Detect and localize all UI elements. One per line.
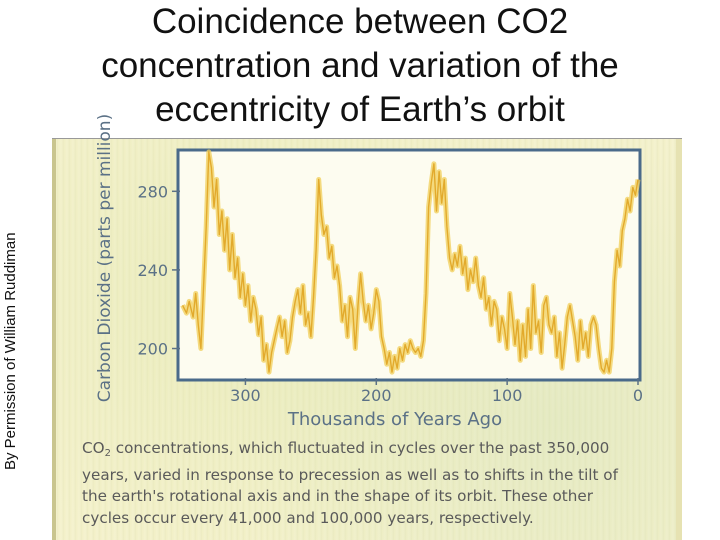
y-tick-label: 240 [137,261,168,280]
title-line-1: Coincidence between CO2 [151,2,569,41]
divider [52,138,682,139]
x-tick-label: 0 [633,386,643,405]
y-tick-label: 280 [137,182,168,201]
figure-caption: CO2 concentrations, which fluctuated in … [82,438,642,529]
caption-subscript: 2 [104,448,111,459]
x-tick-label: 100 [492,386,523,405]
title-line-3: eccentricity of Earth’s orbit [155,90,565,129]
x-axis-label: Thousands of Years Ago [287,409,502,430]
x-axis: 300 200 100 0 [230,378,643,405]
x-tick-label: 300 [230,386,261,405]
caption-co: CO [82,439,105,457]
y-axis-label: Carbon Dioxide (parts per million) [95,114,115,402]
x-tick-label: 200 [361,386,392,405]
slide-title: Coincidence between CO2 concentration an… [0,0,720,132]
series-layer [180,149,641,375]
caption-body: concentrations, which fluctuated in cycl… [82,439,618,527]
y-axis: 280 240 200 [137,182,180,359]
scan-right-edge [676,139,682,540]
y-tick-label: 200 [137,340,168,359]
co2-series-line [181,151,639,373]
title-line-2: concentration and variation of the [101,46,619,85]
scan-edge [52,139,56,540]
